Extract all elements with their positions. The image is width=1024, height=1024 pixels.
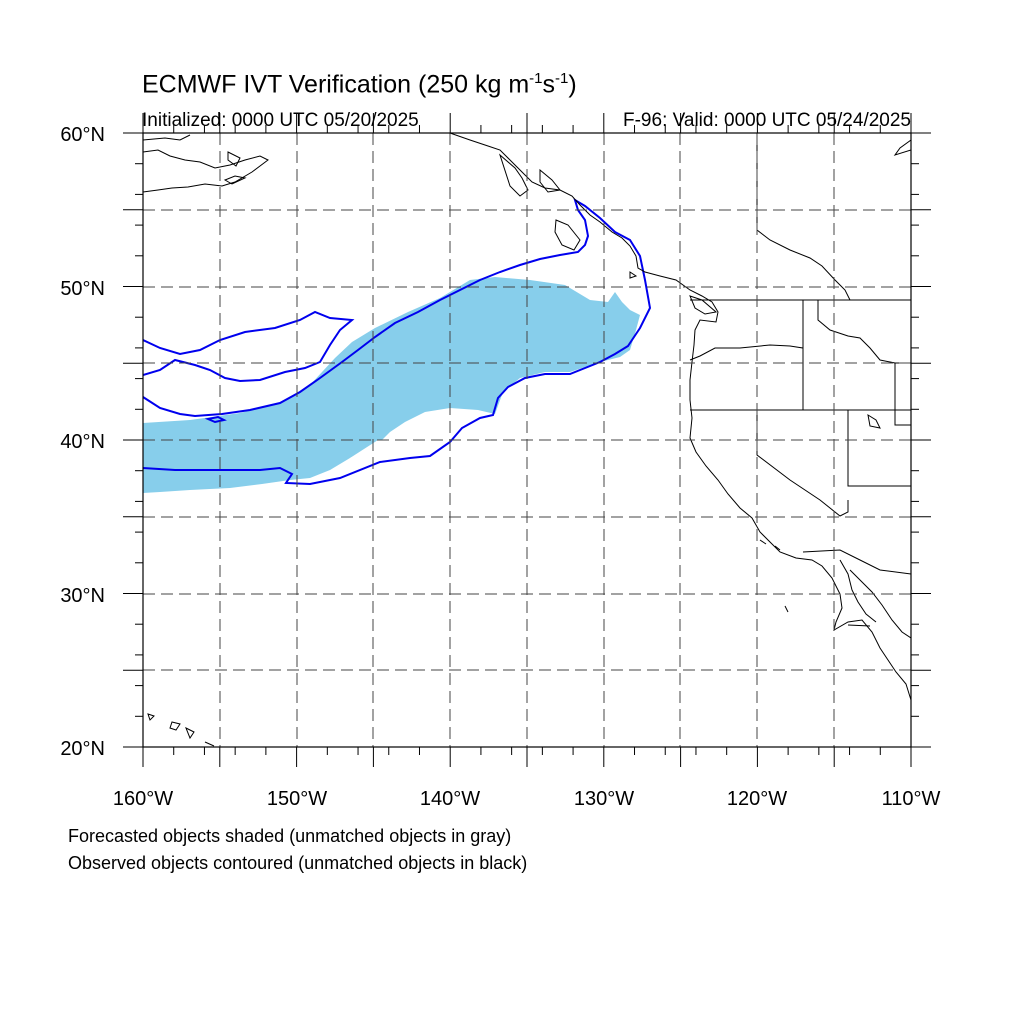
lat-label-30n: 30°N [60, 585, 105, 607]
forecast-ivt-object [143, 277, 640, 493]
coastlines [143, 133, 911, 747]
lon-label-160w: 160°W [113, 788, 173, 810]
lat-label-40n: 40°N [60, 431, 105, 453]
lon-label-150w: 150°W [267, 788, 327, 810]
lon-label-130w: 130°W [574, 788, 634, 810]
political-boundaries [689, 133, 911, 627]
lat-label-50n: 50°N [60, 278, 105, 300]
lon-label-110w: 110°W [882, 788, 941, 810]
observed-ivt-contour-north [143, 310, 355, 383]
footnote-observed: Observed objects contoured (unmatched ob… [68, 853, 528, 873]
lon-label-120w: 120°W [727, 788, 787, 810]
footnote-forecast: Forecasted objects shaded (unmatched obj… [68, 826, 512, 846]
observed-ivt-contour-small [204, 415, 227, 424]
lat-label-20n: 20°N [60, 738, 105, 760]
forecast-ivt-hole [348, 432, 434, 470]
lat-label-60n: 60°N [60, 124, 105, 146]
initialized-label: Initialized: 0000 UTC 05/20/2025 [142, 110, 419, 131]
axis-ticks [123, 113, 931, 767]
plot-title: ECMWF IVT Verification (250 kg m-1s-1) [142, 70, 577, 99]
valid-time-label: F-96: Valid: 0000 UTC 05/24/2025 [623, 110, 911, 131]
gridlines [143, 133, 911, 747]
lon-label-140w: 140°W [420, 788, 480, 810]
